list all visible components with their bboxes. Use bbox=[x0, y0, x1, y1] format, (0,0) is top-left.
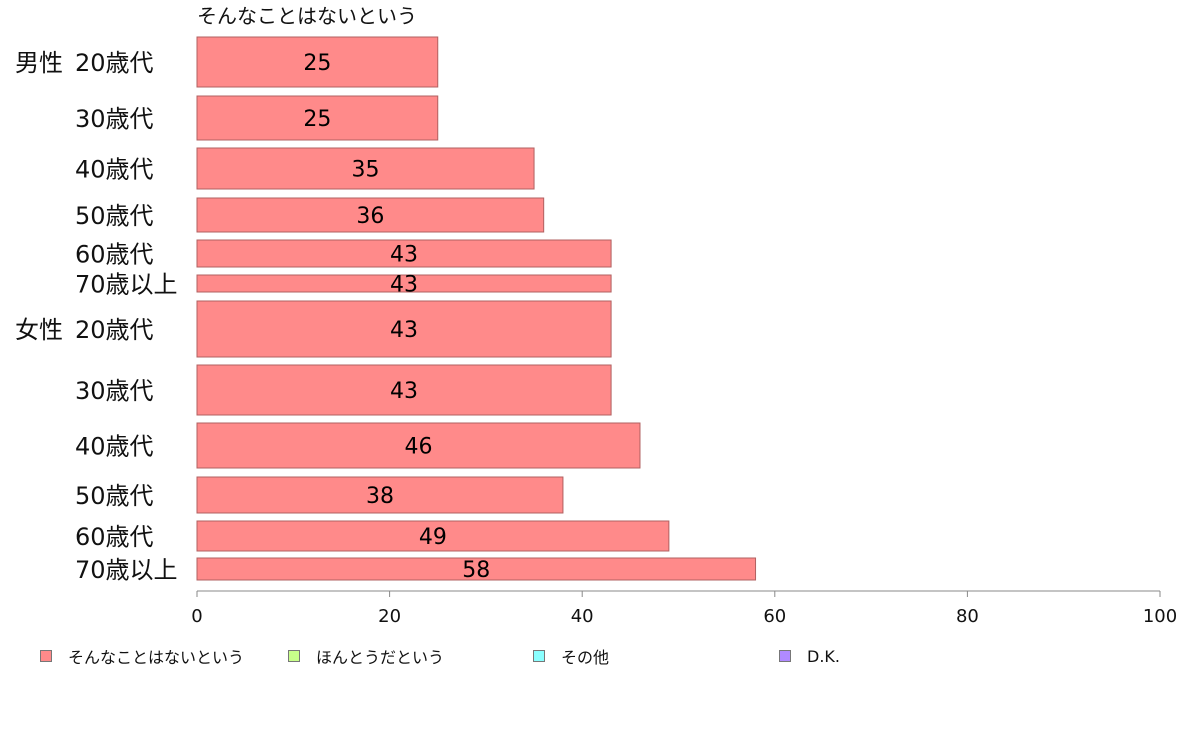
legend-swatch-0 bbox=[40, 650, 52, 662]
legend-item-2: その他 bbox=[533, 644, 609, 668]
bar-1-4 bbox=[196, 520, 670, 552]
value-label-0-5: 43 bbox=[390, 273, 418, 298]
value-label-0-4: 43 bbox=[390, 243, 418, 268]
legend-label-0: そんなことはないという bbox=[68, 648, 245, 667]
legend-item-3: D.K. bbox=[779, 644, 840, 668]
bar-1-0 bbox=[196, 300, 612, 358]
bar-0-0 bbox=[196, 36, 439, 88]
value-label-1-0: 43 bbox=[390, 318, 418, 343]
category-label-0-0: 20歳代 bbox=[75, 49, 154, 77]
category-labels: 20歳代男性30歳代40歳代50歳代60歳代70歳以上20歳代女性30歳代40歳… bbox=[15, 49, 178, 584]
legend-label-1: ほんとうだという bbox=[316, 648, 445, 667]
group-label-0: 男性 bbox=[15, 49, 63, 77]
x-tick-label-5: 100 bbox=[1143, 606, 1177, 627]
category-label-0-1: 30歳代 bbox=[75, 105, 154, 133]
bar-0-3 bbox=[196, 197, 545, 233]
x-tick-label-4: 80 bbox=[956, 606, 979, 627]
group-label-1: 女性 bbox=[15, 316, 63, 344]
legend-swatch-3 bbox=[779, 650, 791, 662]
category-label-0-3: 50歳代 bbox=[75, 202, 154, 230]
category-label-1-2: 40歳代 bbox=[75, 433, 154, 461]
value-label-1-2: 46 bbox=[404, 435, 432, 460]
value-label-1-1: 43 bbox=[390, 379, 418, 404]
x-tick-label-1: 20 bbox=[378, 606, 401, 627]
bar-1-1 bbox=[196, 364, 612, 416]
category-label-0-5: 70歳以上 bbox=[75, 271, 178, 299]
series-label: そんなことはないという bbox=[197, 4, 417, 28]
bar-0-5 bbox=[196, 274, 612, 293]
legend-label-3: D.K. bbox=[807, 646, 840, 666]
bar-0-4 bbox=[196, 239, 612, 268]
x-tick-label-0: 0 bbox=[191, 606, 202, 627]
category-label-1-0: 20歳代 bbox=[75, 316, 154, 344]
category-label-1-4: 60歳代 bbox=[75, 523, 154, 551]
bar-0-1 bbox=[196, 95, 439, 141]
value-label-0-0: 25 bbox=[303, 51, 331, 76]
value-label-1-5: 58 bbox=[462, 558, 490, 583]
x-tick-label-3: 60 bbox=[763, 606, 786, 627]
bar-1-3 bbox=[196, 476, 564, 514]
legend-item-1: ほんとうだという bbox=[288, 644, 444, 668]
category-label-1-1: 30歳代 bbox=[75, 377, 154, 405]
value-label-1-4: 49 bbox=[419, 525, 447, 550]
value-label-0-2: 35 bbox=[352, 158, 380, 183]
bar-0-2 bbox=[196, 147, 535, 190]
legend-item-0: そんなことはないという bbox=[40, 644, 244, 668]
x-tick-label-2: 40 bbox=[571, 606, 594, 627]
bars bbox=[196, 36, 757, 581]
category-label-0-4: 60歳代 bbox=[75, 241, 154, 269]
legend: そんなことはないという ほんとうだという その他 D.K. bbox=[0, 644, 1188, 668]
category-label-0-2: 40歳代 bbox=[75, 156, 154, 184]
legend-swatch-2 bbox=[533, 650, 545, 662]
x-axis: 0 20 40 60 80 100 bbox=[191, 590, 1177, 627]
value-label-0-1: 25 bbox=[303, 107, 331, 132]
category-label-1-3: 50歳代 bbox=[75, 482, 154, 510]
legend-swatch-1 bbox=[288, 650, 300, 662]
value-label-1-3: 38 bbox=[366, 484, 394, 509]
bar-1-2 bbox=[196, 422, 641, 469]
category-label-1-5: 70歳以上 bbox=[75, 556, 178, 584]
legend-label-2: その他 bbox=[561, 648, 610, 667]
bar-1-5 bbox=[196, 557, 757, 581]
value-label-0-3: 36 bbox=[356, 204, 384, 229]
